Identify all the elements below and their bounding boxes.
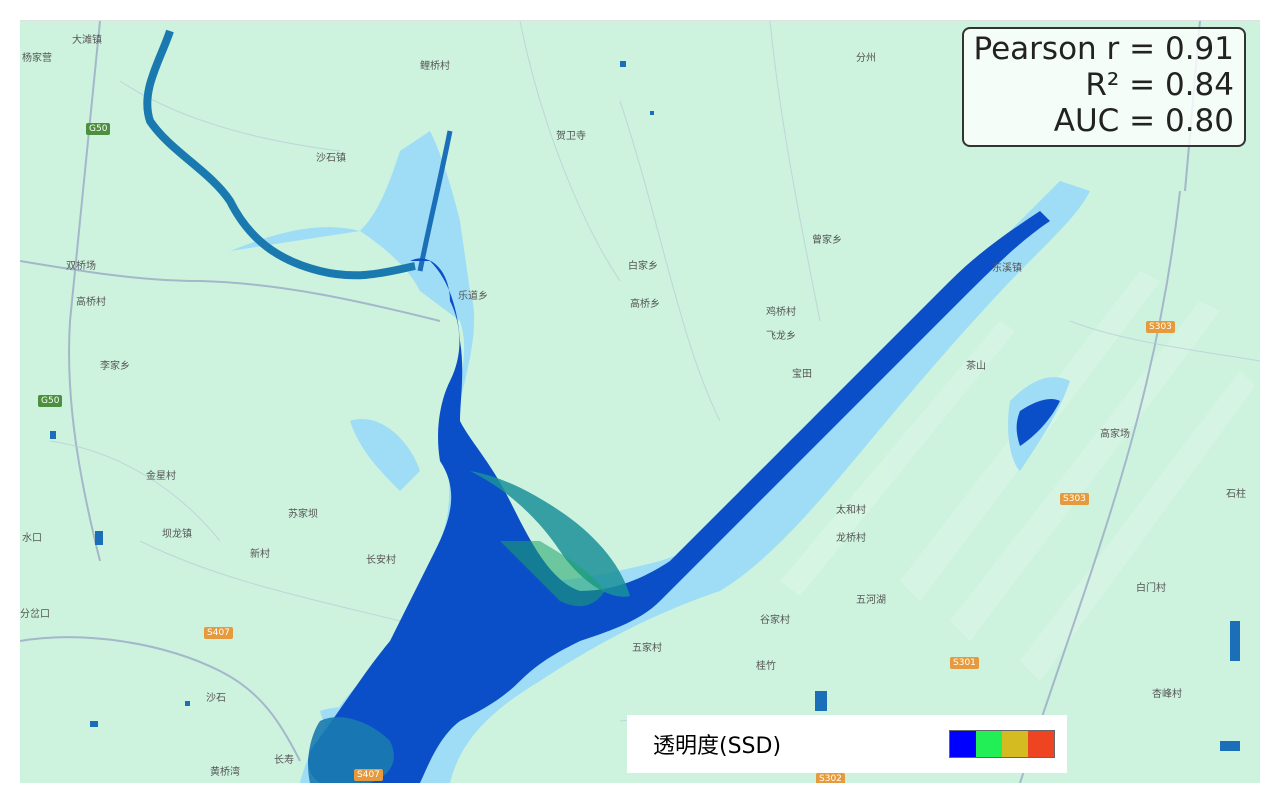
place-label: 杨家营 bbox=[22, 53, 52, 64]
legend-swatch bbox=[1002, 731, 1028, 757]
legend-swatch bbox=[950, 731, 976, 757]
map-panel[interactable]: 大滩镇 杨家营 鲤桥村 分州 贺卫寺 沙石镇 曾家乡 白家乡 东溪镇 乐道乡 双… bbox=[20, 20, 1260, 783]
place-label: 新村 bbox=[250, 549, 270, 560]
road-shield: S407 bbox=[354, 769, 383, 781]
r-squared-text: R² = 0.84 bbox=[1085, 67, 1234, 103]
map-canvas[interactable] bbox=[20, 21, 1260, 783]
place-label: 大滩镇 bbox=[72, 35, 102, 46]
place-label: 曾家乡 bbox=[812, 235, 842, 246]
river-upper-channel bbox=[143, 29, 416, 280]
place-label: 鸡桥村 bbox=[766, 307, 796, 318]
place-label: 高桥乡 bbox=[630, 299, 660, 310]
place-label: 沙石镇 bbox=[316, 153, 346, 164]
auc-text: AUC = 0.80 bbox=[1053, 103, 1234, 139]
place-label: 水口 bbox=[22, 533, 42, 544]
place-label: 茶山 bbox=[966, 361, 986, 372]
road-shield: G50 bbox=[38, 395, 63, 407]
place-label: 高家场 bbox=[1100, 429, 1130, 440]
road-shield: S301 bbox=[950, 657, 979, 669]
place-label: 沙石 bbox=[206, 693, 226, 704]
minor-roads bbox=[49, 21, 1260, 742]
legend: 透明度(SSD) bbox=[627, 715, 1067, 773]
place-label: 分州 bbox=[856, 53, 876, 64]
place-label: 长安村 bbox=[366, 555, 396, 566]
place-label: 坝龙镇 bbox=[162, 529, 192, 540]
place-label: 乐道乡 bbox=[458, 291, 488, 302]
place-label: 白家乡 bbox=[628, 261, 658, 272]
place-label: 桂竹 bbox=[756, 661, 776, 672]
place-label: 太和村 bbox=[836, 505, 866, 516]
place-label: 长寿 bbox=[274, 755, 294, 766]
place-label: 飞龙乡 bbox=[766, 331, 796, 342]
scattered-water-pixels bbox=[50, 61, 1240, 751]
place-label: 贺卫寺 bbox=[556, 131, 586, 142]
place-label: 五河湖 bbox=[856, 595, 886, 606]
water-body bbox=[143, 29, 1060, 783]
place-label: 宝田 bbox=[792, 369, 812, 380]
place-label: 白门村 bbox=[1136, 583, 1166, 594]
place-label: 苏家坝 bbox=[288, 509, 318, 520]
place-label: 谷家村 bbox=[760, 615, 790, 626]
road-shield: S303 bbox=[1060, 493, 1089, 505]
place-label: 黄桥湾 bbox=[210, 767, 240, 778]
legend-swatches bbox=[949, 730, 1055, 758]
stats-box: Pearson r = 0.91 R² = 0.84 AUC = 0.80 bbox=[961, 27, 1246, 147]
place-label: 李家乡 bbox=[100, 361, 130, 372]
place-label: 石柱 bbox=[1226, 489, 1246, 500]
legend-title: 透明度(SSD) bbox=[653, 734, 782, 759]
place-label: 五家村 bbox=[632, 643, 662, 654]
place-label: 鲤桥村 bbox=[420, 61, 450, 72]
pearson-r-text: Pearson r = 0.91 bbox=[973, 31, 1234, 67]
place-label: 高桥村 bbox=[76, 297, 106, 308]
road-shield: S302 bbox=[816, 773, 845, 783]
road-shield: S407 bbox=[204, 627, 233, 639]
place-label: 分岔口 bbox=[20, 609, 50, 620]
place-label: 龙桥村 bbox=[836, 533, 866, 544]
place-label: 金星村 bbox=[146, 471, 176, 482]
road-shield: S303 bbox=[1146, 321, 1175, 333]
legend-swatch bbox=[976, 731, 1002, 757]
legend-swatch bbox=[1028, 731, 1054, 757]
river-side-channel bbox=[417, 130, 453, 272]
place-label: 东溪镇 bbox=[992, 263, 1022, 274]
road-shield: G50 bbox=[86, 123, 111, 135]
terrain-ridges bbox=[780, 271, 1255, 681]
place-label: 杏峰村 bbox=[1152, 689, 1182, 700]
place-label: 双桥场 bbox=[66, 261, 96, 272]
